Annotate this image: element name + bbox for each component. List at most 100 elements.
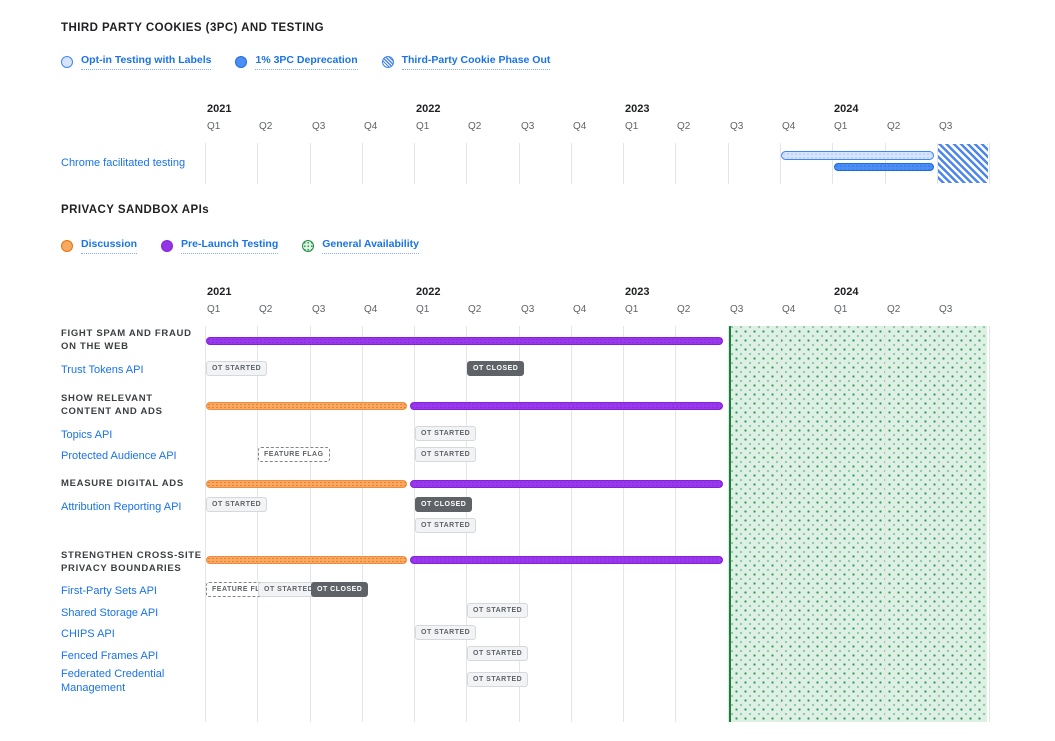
legend-item-third-party-cookie-phase-out[interactable]: Third-Party Cookie Phase Out [381,54,551,70]
quarter-label-2021-q1: Q1 [207,121,221,132]
legend-label-3pc-deprecation: 1% 3PC Deprecation [255,54,358,70]
api-link-protected-audience-api[interactable]: Protected Audience API [61,450,177,462]
gridline [937,326,938,722]
bar-pre-launch-testing [410,556,723,564]
bar-third-party-cookie-phase-out [938,144,988,183]
group-header-fight-spam-and-fraud-on-the-web: FIGHT SPAM AND FRAUD ON THE WEB [61,327,192,353]
api-link-topics-api[interactable]: Topics API [61,429,113,441]
quarter-label-2023-q1: Q1 [625,121,639,132]
badge-ot-started: OT STARTED [467,672,529,687]
api-link-fenced-frames-api[interactable]: Fenced Frames API [61,650,159,662]
gridline [780,326,781,722]
quarter-label-2021-q4: Q4 [364,304,378,315]
timeline-row-label-chrome-facilitated-testing[interactable]: Chrome facilitated testing [61,157,186,169]
bar-pre-launch-testing [206,337,723,345]
gridline [257,143,258,184]
gridline [623,143,624,184]
legend-item-opt-in-testing-with-labels[interactable]: Opt-in Testing with Labels [61,54,212,70]
badge-ot-started: OT STARTED [467,603,529,618]
badge-ot-started: OT STARTED [467,646,529,661]
quarter-label-2022-q1: Q1 [416,121,430,132]
year-label-2024: 2024 [834,286,859,298]
api-link-shared-storage-api[interactable]: Shared Storage API [61,607,159,619]
quarter-label-2021-q2: Q2 [259,304,273,315]
legend-item-pre-launch-testing[interactable]: Pre-Launch Testing [161,238,279,254]
badge-ot-closed: OT CLOSED [311,582,369,597]
quarter-label-2023-q3: Q3 [730,121,744,132]
quarter-label-2022-q1: Q1 [416,304,430,315]
badge-ot-started: OT STARTED [415,518,477,533]
gridline [937,143,938,184]
year-label-2023: 2023 [625,286,650,298]
gridline [519,326,520,722]
group-header-line: SHOW RELEVANT [61,393,153,404]
bar-pre-launch-testing [410,402,723,410]
api-link-attribution-reporting-api[interactable]: Attribution Reporting API [61,501,182,513]
year-label-2021: 2021 [207,286,232,298]
gridline [989,326,990,722]
pre-launch-testing-icon [161,240,174,252]
badge-ot-closed: OT CLOSED [467,361,525,376]
quarter-label-2021-q1: Q1 [207,304,221,315]
3pc-deprecation-icon [235,56,248,68]
group-header-line: FIGHT SPAM AND FRAUD [61,328,192,339]
quarter-label-2024-q2: Q2 [887,121,901,132]
gridline [205,326,206,722]
gridline [310,143,311,184]
year-label-2023: 2023 [625,103,650,115]
legend-label-opt-in-testing: Opt-in Testing with Labels [81,54,212,70]
group-header-line: MEASURE DIGITAL ADS [61,478,184,489]
badge-feature-flag: FEATURE FLAG [258,447,330,462]
bar-opt-in-testing-with-labels [781,151,934,160]
legend-item-1pct-3pc-deprecation[interactable]: 1% 3PC Deprecation [235,54,358,70]
quarter-label-2024-q1: Q1 [834,121,848,132]
group-header-line: ON THE WEB [61,341,129,352]
bar-discussion [206,480,407,488]
api-link-trust-tokens-api[interactable]: Trust Tokens API [61,364,144,376]
group-header-measure-digital-ads: MEASURE DIGITAL ADS [61,477,184,490]
gridline [728,326,729,722]
gridline [466,143,467,184]
gridline [571,326,572,722]
legend-item-discussion[interactable]: Discussion [61,238,138,254]
badge-ot-started: OT STARTED [415,625,477,640]
quarter-label-2022-q2: Q2 [468,304,482,315]
api-link-federated-credential-management[interactable]: Federated Credential Management [61,668,165,694]
quarter-label-2021-q3: Q3 [312,121,326,132]
legend-apis: Discussion Pre-Launch Testing General Av… [61,238,419,254]
quarter-label-2024-q3: Q3 [939,304,953,315]
legend-label-general-availability: General Availability [322,238,419,254]
group-header-line: STRENGTHEN CROSS-SITE [61,550,202,561]
quarter-label-2023-q2: Q2 [677,304,691,315]
opt-in-testing-icon [61,56,73,68]
badge-ot-started: OT STARTED [415,426,477,441]
group-header-strengthen-cross-site-privacy-boundaries: STRENGTHEN CROSS-SITE PRIVACY BOUNDARIES [61,549,202,575]
gridline [310,326,311,722]
badge-ot-started: OT STARTED [415,447,477,462]
quarter-label-2022-q4: Q4 [573,304,587,315]
gridline [362,326,363,722]
bar-1-3pc-deprecation [834,163,934,171]
year-label-2022: 2022 [416,103,441,115]
gridline [205,143,206,184]
quarter-label-2022-q3: Q3 [521,121,535,132]
badge-ot-started: OT STARTED [206,497,268,512]
legend-label-pre-launch-testing: Pre-Launch Testing [181,238,279,254]
quarter-label-2022-q3: Q3 [521,304,535,315]
gridline [675,326,676,722]
gridline [414,326,415,722]
gridline [623,326,624,722]
api-link-first-party-sets-api[interactable]: First-Party Sets API [61,585,157,597]
quarter-label-2024-q1: Q1 [834,304,848,315]
legend-label-cookie-phase-out: Third-Party Cookie Phase Out [401,54,551,70]
cookie-phase-out-icon [381,56,394,68]
legend-label-discussion: Discussion [81,238,138,254]
gridline [362,143,363,184]
quarter-label-2023-q4: Q4 [782,121,796,132]
discussion-icon [61,240,73,252]
section-title-3pc: THIRD PARTY COOKIES (3PC) AND TESTING [61,22,325,34]
year-label-2022: 2022 [416,286,441,298]
legend-item-general-availability[interactable]: General Availability [302,238,419,254]
api-link-chips-api[interactable]: CHIPS API [61,628,115,640]
legend-3pc: Opt-in Testing with Labels 1% 3PC Deprec… [61,54,551,70]
